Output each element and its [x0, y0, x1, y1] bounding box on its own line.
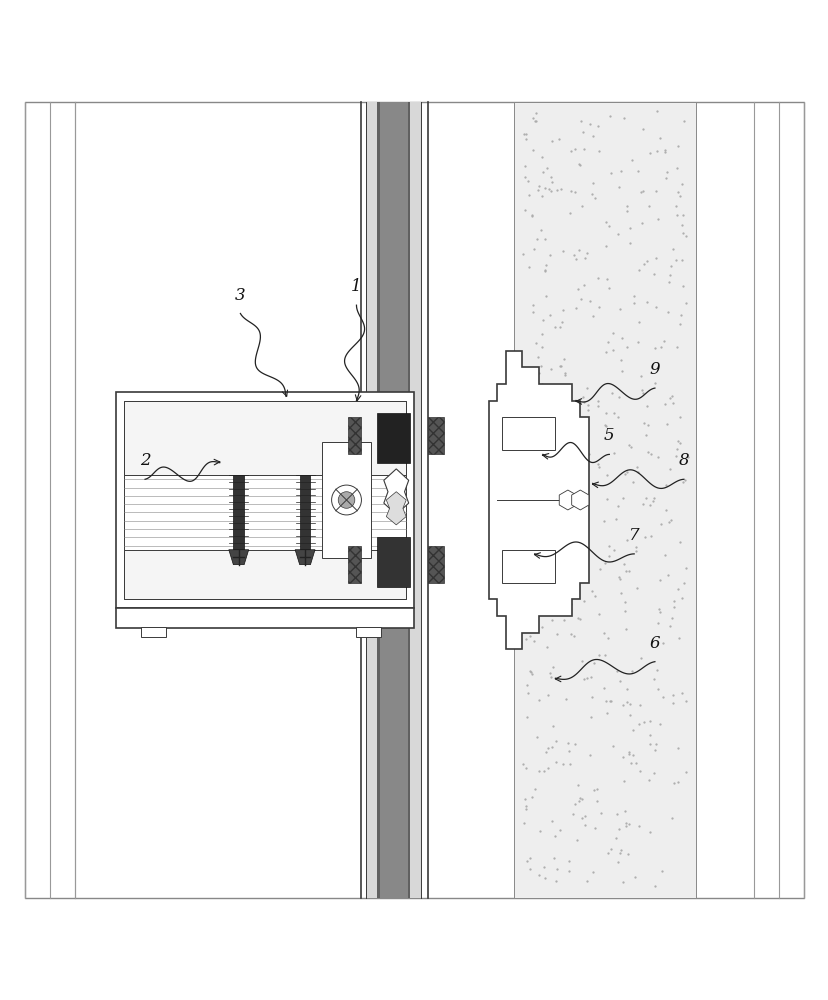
Bar	[513, 102, 696, 898]
Polygon shape	[348, 417, 360, 454]
Bar	[321, 442, 371, 558]
Text: 7: 7	[628, 527, 638, 544]
Polygon shape	[559, 490, 575, 510]
Circle shape	[338, 492, 354, 508]
Bar	[233, 475, 243, 550]
Text: 5: 5	[604, 427, 614, 444]
Polygon shape	[295, 550, 315, 565]
Text: 2: 2	[140, 452, 150, 469]
Polygon shape	[489, 351, 588, 649]
Bar	[124, 401, 406, 475]
Bar	[366, 102, 421, 898]
Bar	[377, 413, 410, 463]
Circle shape	[331, 485, 361, 515]
Bar	[124, 550, 406, 599]
Polygon shape	[427, 546, 443, 583]
Polygon shape	[427, 417, 443, 454]
Bar	[501, 417, 555, 450]
Text: 3: 3	[235, 287, 245, 304]
Polygon shape	[571, 490, 588, 510]
Bar	[116, 608, 414, 628]
Bar	[377, 102, 410, 898]
Text: 8: 8	[678, 452, 688, 469]
Text: 6: 6	[649, 635, 659, 652]
Bar	[116, 392, 414, 608]
Bar	[356, 627, 381, 637]
Bar	[141, 627, 166, 637]
Polygon shape	[229, 550, 248, 565]
Bar	[124, 401, 406, 599]
Polygon shape	[386, 492, 406, 525]
Text: 9: 9	[649, 361, 659, 378]
Bar	[379, 102, 407, 898]
Polygon shape	[383, 469, 408, 515]
Text: 1: 1	[351, 278, 361, 295]
Polygon shape	[348, 546, 360, 583]
Bar	[501, 550, 555, 583]
Bar	[299, 475, 310, 550]
Bar	[377, 537, 410, 587]
